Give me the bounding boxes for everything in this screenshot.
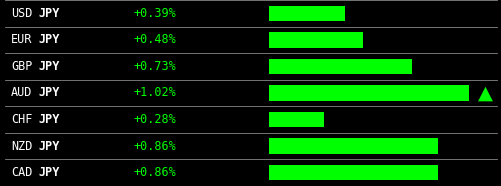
- Text: JPY: JPY: [39, 166, 60, 179]
- Text: JPY: JPY: [39, 60, 60, 73]
- Text: USD: USD: [11, 7, 33, 20]
- Text: +0.86%: +0.86%: [133, 166, 175, 179]
- Text: GBP: GBP: [11, 60, 33, 73]
- Bar: [268, 59, 411, 74]
- Text: +0.39%: +0.39%: [133, 7, 175, 20]
- Text: JPY: JPY: [39, 33, 60, 46]
- Text: JPY: JPY: [39, 140, 60, 153]
- Text: +1.02%: +1.02%: [133, 86, 175, 100]
- Bar: [268, 6, 345, 21]
- Text: CAD: CAD: [11, 166, 33, 179]
- Text: +0.28%: +0.28%: [133, 113, 175, 126]
- Text: NZD: NZD: [11, 140, 33, 153]
- Bar: [268, 85, 468, 101]
- Text: +0.73%: +0.73%: [133, 60, 175, 73]
- Text: ▲: ▲: [477, 84, 492, 102]
- Text: +0.86%: +0.86%: [133, 140, 175, 153]
- Text: CHF: CHF: [11, 113, 33, 126]
- Text: +0.48%: +0.48%: [133, 33, 175, 46]
- Text: JPY: JPY: [39, 7, 60, 20]
- Bar: [268, 112, 323, 127]
- Text: JPY: JPY: [39, 86, 60, 100]
- Text: JPY: JPY: [39, 113, 60, 126]
- Bar: [268, 32, 362, 48]
- Text: AUD: AUD: [11, 86, 33, 100]
- Bar: [268, 138, 437, 154]
- Text: EUR: EUR: [11, 33, 33, 46]
- Bar: [268, 165, 437, 180]
